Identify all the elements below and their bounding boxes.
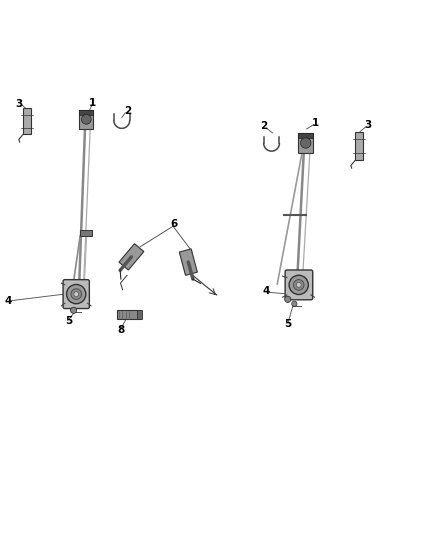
Text: 6: 6 (171, 219, 178, 229)
Text: 3: 3 (16, 99, 23, 109)
Circle shape (74, 292, 78, 296)
Circle shape (71, 289, 81, 300)
Bar (79, 110, 93, 128)
Text: 3: 3 (364, 120, 371, 131)
Text: 2: 2 (124, 106, 131, 116)
Bar (298, 133, 313, 138)
Text: 4: 4 (4, 296, 11, 305)
Circle shape (71, 307, 77, 313)
Circle shape (292, 301, 297, 306)
Circle shape (289, 275, 308, 295)
FancyBboxPatch shape (63, 280, 89, 309)
Circle shape (67, 285, 86, 304)
Circle shape (81, 115, 91, 124)
Bar (80, 230, 92, 236)
Text: 8: 8 (118, 325, 125, 335)
Circle shape (285, 296, 291, 302)
Text: 1: 1 (88, 98, 95, 108)
Circle shape (296, 282, 301, 287)
Circle shape (293, 280, 304, 290)
Text: 4: 4 (263, 286, 270, 296)
Text: 5: 5 (285, 319, 292, 329)
Text: 5: 5 (66, 316, 73, 326)
Text: 2: 2 (260, 122, 267, 131)
Bar (119, 244, 144, 270)
Bar (179, 249, 198, 276)
Bar (79, 110, 93, 115)
Bar (355, 132, 363, 160)
Bar (298, 133, 313, 152)
Bar (23, 108, 31, 134)
Bar (137, 310, 142, 319)
Circle shape (300, 138, 311, 148)
Text: 1: 1 (312, 118, 319, 128)
Bar (117, 310, 141, 319)
FancyBboxPatch shape (285, 270, 313, 300)
